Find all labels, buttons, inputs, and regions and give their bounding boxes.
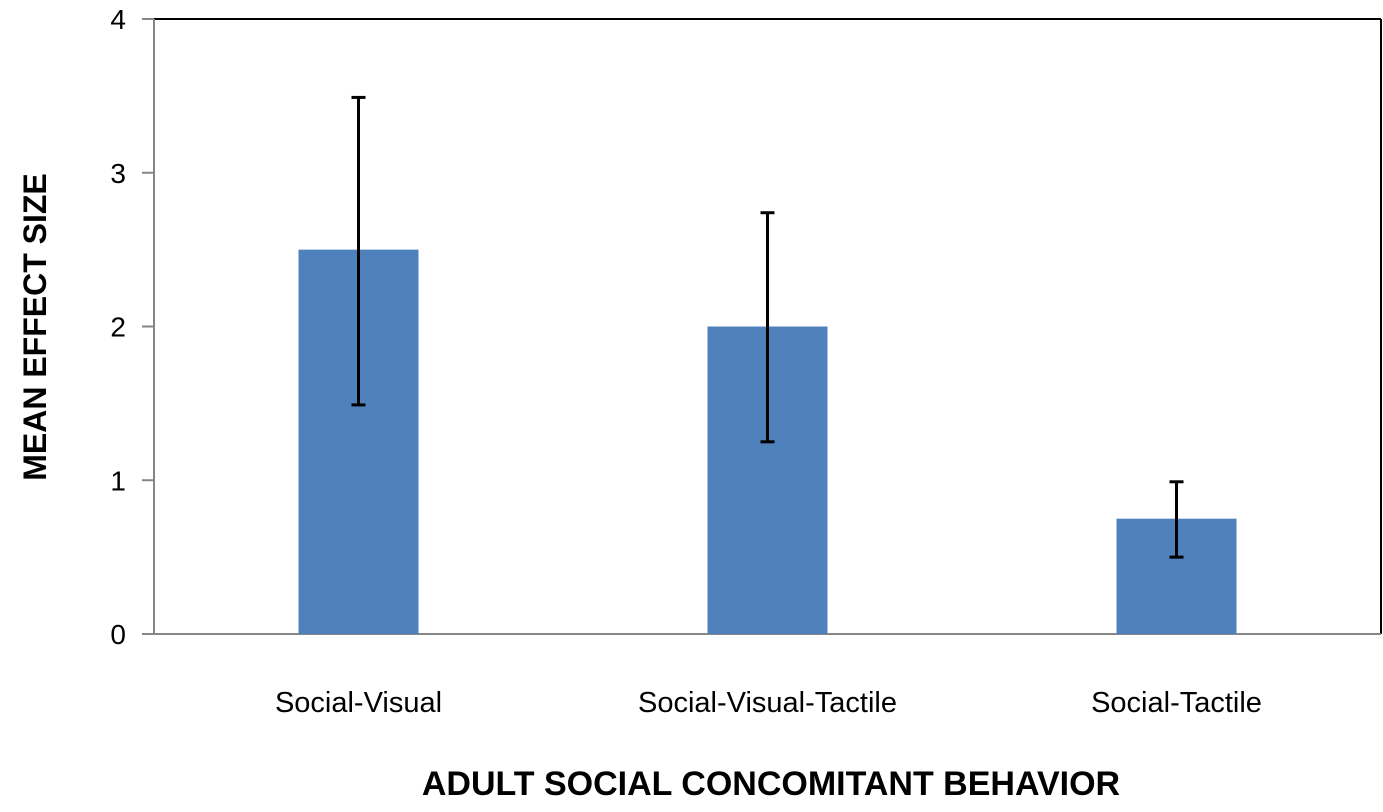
- x-axis-ticks: Social-Visual Social-Visual-Tactile Social…: [275, 687, 1262, 719]
- y-tick-label: 2: [110, 312, 126, 343]
- error-bars-group: [351, 95, 1184, 559]
- x-tick-label: Social-Tactile: [1091, 687, 1262, 719]
- x-axis-title: ADULT SOCIAL CONCOMITANT BEHAVIOR: [422, 765, 1120, 803]
- y-tick-label: 4: [110, 4, 126, 35]
- y-axis-title: MEAN EFFECT SIZE: [17, 173, 53, 481]
- x-tick-label: Social-Visual: [275, 687, 442, 719]
- y-tick-label: 3: [110, 158, 126, 189]
- y-tick-label: 1: [110, 465, 126, 496]
- x-tick-label: Social-Visual-Tactile: [638, 687, 897, 719]
- y-tick-label: 0: [110, 619, 126, 650]
- y-axis-ticks: 0 1 2 3 4: [110, 4, 154, 650]
